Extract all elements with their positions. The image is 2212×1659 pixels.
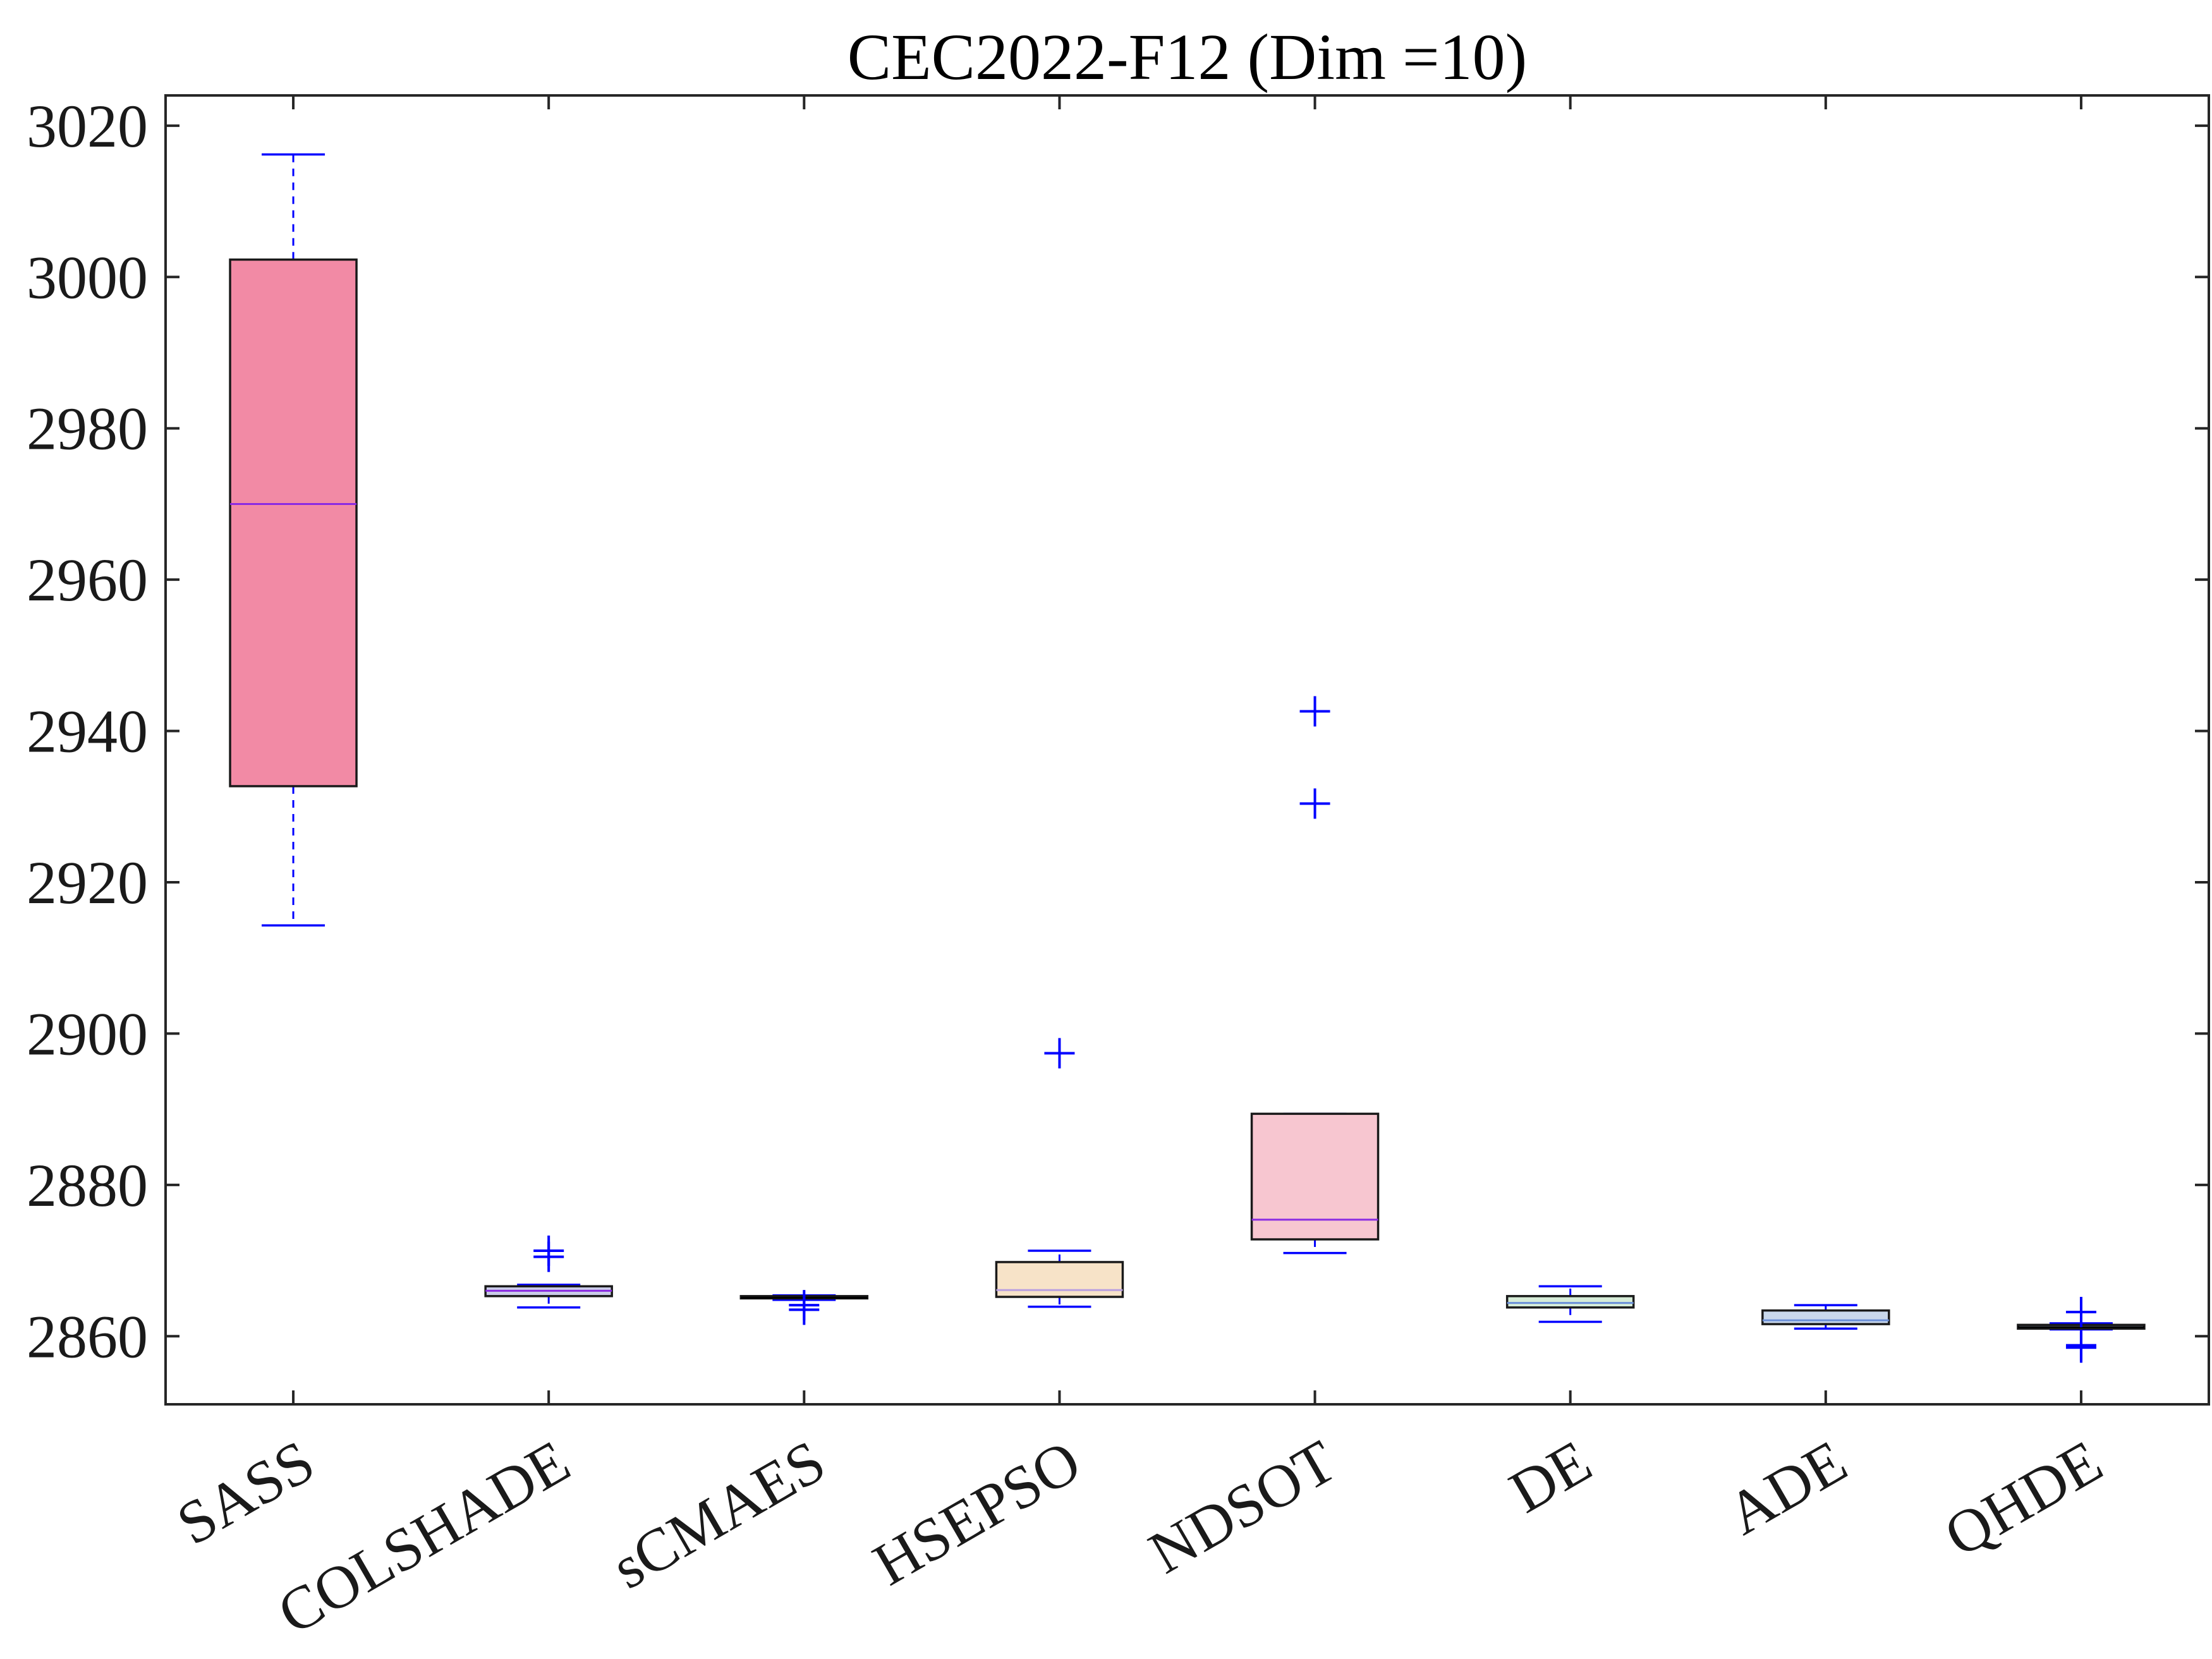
y-tick-label: 2920	[27, 849, 148, 916]
x-tick-label: DE	[1498, 1427, 1602, 1526]
outlier-marker	[533, 1235, 564, 1266]
box-ndsot	[1250, 696, 1380, 1255]
box-body	[229, 258, 358, 787]
box-qhde	[2017, 1296, 2146, 1363]
box-de	[1505, 1285, 1635, 1323]
y-tick-label: 3000	[27, 243, 148, 311]
x-tick-label: NDSOT	[1138, 1427, 1347, 1587]
box-hsepso	[995, 1038, 1124, 1308]
y-tick-label: 2960	[27, 546, 148, 614]
box-colshade	[484, 1235, 613, 1309]
x-tick-label: HSEPSO	[862, 1427, 1091, 1598]
plot-area	[164, 94, 2210, 1406]
box-scmaes	[739, 1290, 869, 1325]
x-tick-label: ADE	[1716, 1427, 1857, 1548]
y-tick-label: 2900	[27, 1000, 148, 1067]
box-sass	[229, 153, 358, 927]
box-body	[1250, 1112, 1380, 1241]
y-tick-label: 2940	[27, 698, 148, 765]
chart-title: CEC2022-F12 (Dim =10)	[848, 21, 1528, 94]
x-tick-label: sCMAES	[601, 1427, 836, 1602]
outlier-marker	[1299, 696, 1330, 727]
box-body	[1761, 1309, 1890, 1325]
y-tick-label: 2980	[27, 395, 148, 463]
y-tick-label: 3020	[27, 92, 148, 160]
y-tick-label: 2860	[27, 1303, 148, 1370]
box-body	[1505, 1295, 1635, 1309]
y-tick-label: 2880	[27, 1152, 148, 1219]
x-tick-label: COLSHADE	[267, 1427, 581, 1648]
box-body	[995, 1261, 1124, 1298]
outlier-marker	[2065, 1296, 2096, 1327]
outlier-marker	[1044, 1038, 1075, 1069]
box-series-group	[229, 153, 2146, 1363]
plot-frame	[164, 94, 2210, 1406]
outlier-marker	[789, 1290, 820, 1321]
y-axis: 2860 2880 2900 2920 2940 2960 2980 3000 3020	[27, 92, 2209, 1370]
x-tick-label: SASS	[166, 1427, 325, 1558]
outlier-marker	[1299, 788, 1330, 819]
x-tick-label: QHDE	[1933, 1427, 2113, 1570]
outlier-marker	[2065, 1332, 2096, 1363]
box-ade	[1761, 1304, 1890, 1330]
